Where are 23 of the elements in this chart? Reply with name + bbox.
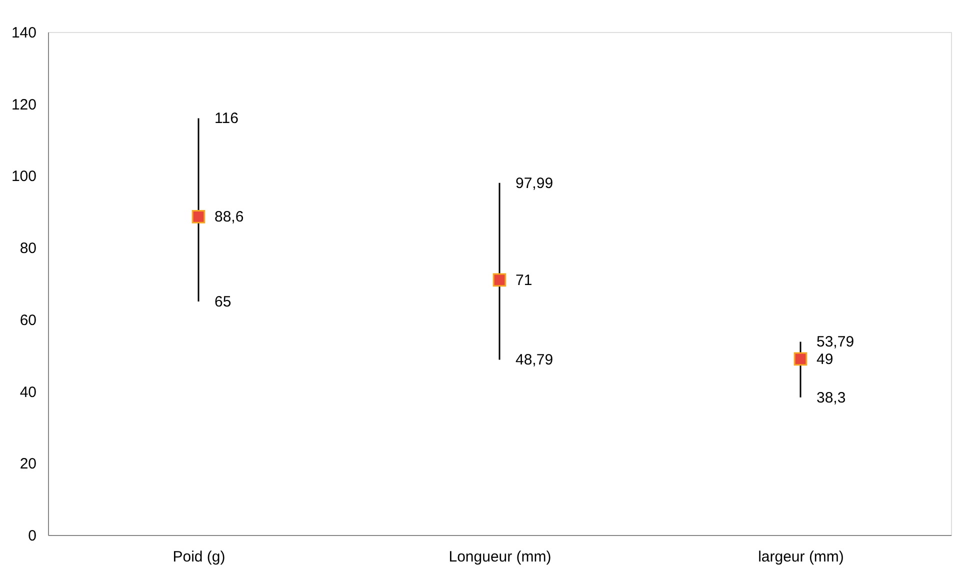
y-tick-label: 40 [20,384,36,401]
point [794,352,808,366]
annotation: 48,79 [516,352,554,369]
y-tick-label: 100 [11,168,36,186]
data-label: 49 [816,350,834,368]
data-label: 88,6 [214,208,244,226]
y-tick-label: 0 [28,528,36,544]
y-tick-label: 20 [20,456,36,473]
x-tick-label: Poid (g) [172,548,226,566]
x-tick-label: largeur (mm) [758,548,844,566]
y-tick-label: 60 [20,312,36,329]
point [492,273,506,287]
y-tick-label: 140 [11,24,36,42]
annotation: 65 [214,293,232,310]
x-tick-label: Longueur (mm) [448,548,552,566]
annotation: 38,3 [816,389,846,406]
y-tick-label: 80 [20,240,36,258]
y-tick-label: 120 [11,96,36,114]
point [192,210,206,224]
annotation: 116 [214,110,238,128]
annotation: 97,99 [516,174,554,192]
annotation: 53,79 [816,334,854,351]
data-label: 71 [516,272,532,289]
